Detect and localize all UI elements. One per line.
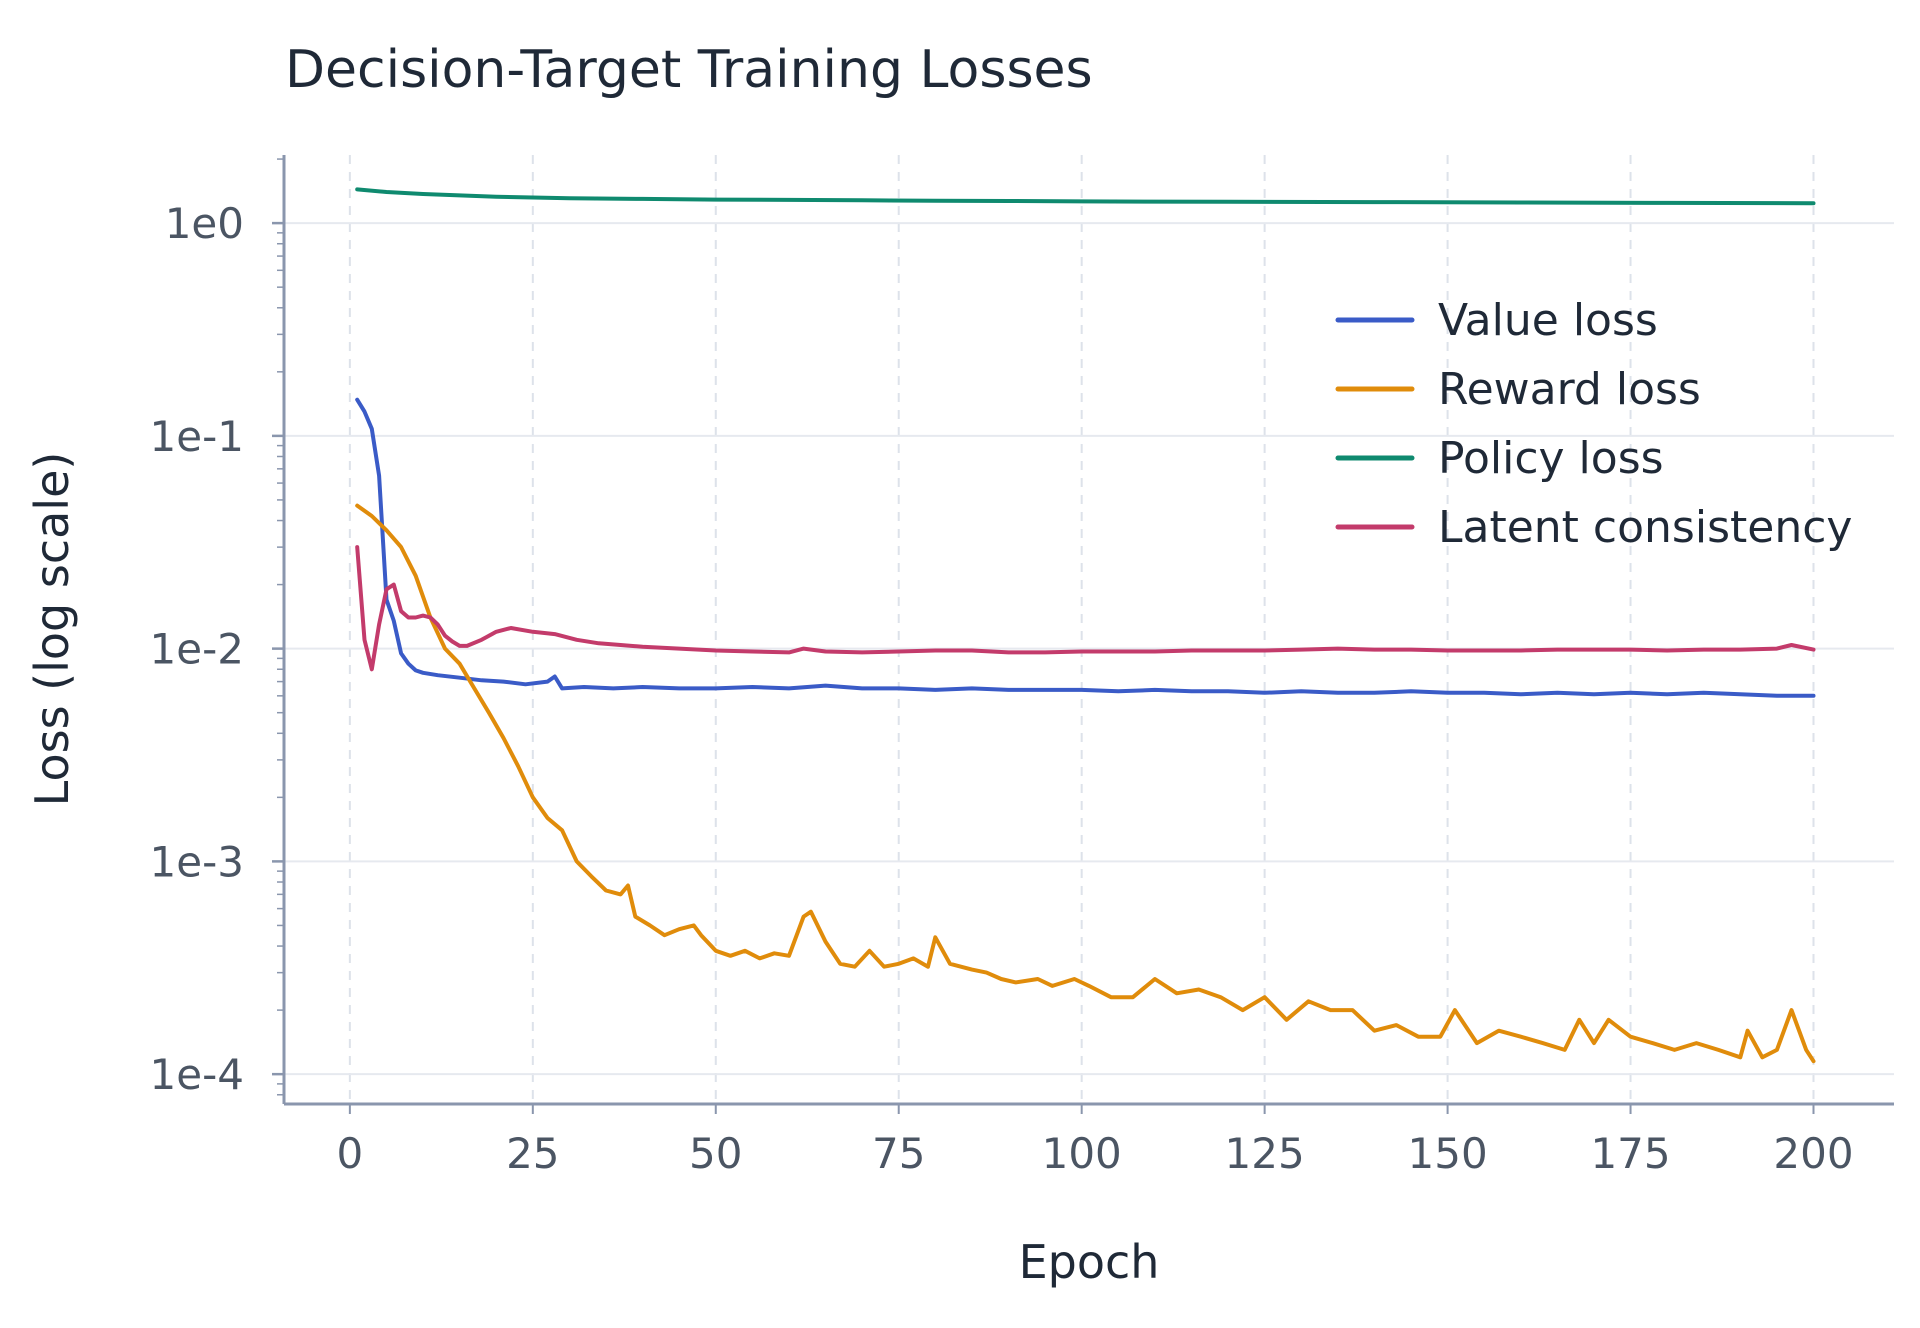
legend: Value loss Reward loss Policy loss Latent c… [1335, 295, 1852, 553]
x-tick-label: 50 [689, 1129, 742, 1178]
legend-label-policy-loss: Policy loss [1438, 433, 1664, 484]
legend-label-reward-loss: Reward loss [1438, 364, 1701, 415]
series-line-latent-consistency [355, 545, 1816, 672]
x-tick-label: 125 [1225, 1129, 1305, 1178]
legend-label-value-loss: Value loss [1438, 295, 1658, 346]
y-tick-label: 1e0 [165, 199, 244, 248]
x-tick-label: 25 [506, 1129, 559, 1178]
series-layer [355, 187, 1816, 1064]
y-axis-label: Loss (log scale) [25, 452, 79, 807]
series-line-reward-loss [355, 503, 1816, 1064]
x-tick-label: 200 [1773, 1129, 1853, 1178]
y-tick-label: 1e-4 [150, 1050, 244, 1099]
x-tick-label: 0 [336, 1129, 363, 1178]
y-tick-label: 1e-1 [150, 412, 244, 461]
x-tick-label: 175 [1590, 1129, 1670, 1178]
y-tick-label: 1e-2 [150, 625, 244, 674]
x-tick-label: 100 [1042, 1129, 1122, 1178]
ticks-layer: 0 25 50 75 100 125 150 175 200 1e0 1e-1 1e-2 1e-3 1e-… [150, 158, 1854, 1178]
y-tick-label: 1e-3 [150, 837, 244, 886]
series-line-value-loss [355, 397, 1816, 698]
legend-label-latent-consistency: Latent consistency [1438, 502, 1852, 553]
chart-title: Decision-Target Training Losses [285, 40, 1093, 100]
series-line-policy-loss [355, 187, 1816, 206]
x-tick-label: 150 [1408, 1129, 1488, 1178]
x-tick-label: 75 [872, 1129, 925, 1178]
x-axis-label: Epoch [1019, 1235, 1160, 1289]
grid-layer [284, 155, 1894, 1104]
